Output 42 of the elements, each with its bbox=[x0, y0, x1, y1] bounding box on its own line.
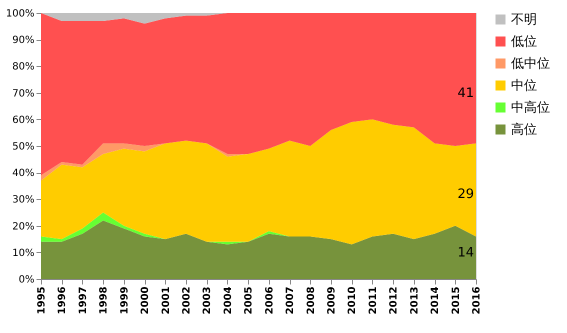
legend-label: 中高位 bbox=[511, 100, 550, 116]
x-tick-label: 2000 bbox=[140, 286, 152, 314]
x-tick-label: 2009 bbox=[326, 286, 338, 314]
x-tick-label: 2004 bbox=[222, 286, 234, 314]
y-tick-label: 70% bbox=[12, 88, 34, 100]
x-tick-label: 1996 bbox=[57, 286, 68, 314]
x-tick-label: 2001 bbox=[160, 286, 172, 314]
x-tick-label: 1998 bbox=[98, 286, 110, 314]
x-tick-label: 2013 bbox=[409, 286, 420, 314]
x-tick-label: 2008 bbox=[306, 286, 317, 314]
y-tick-label: 10% bbox=[12, 248, 34, 259]
y-tick-label: 40% bbox=[12, 168, 34, 180]
annotation: 29 bbox=[457, 186, 474, 202]
x-tick-label: 2005 bbox=[244, 286, 255, 314]
legend-label: 低中位 bbox=[511, 56, 550, 72]
x-tick-label: 2012 bbox=[388, 286, 400, 314]
y-tick-label: 50% bbox=[12, 142, 34, 152]
y-tick-label: 60% bbox=[12, 114, 34, 126]
annotation: 14 bbox=[457, 245, 474, 260]
x-tick-label: 1999 bbox=[119, 286, 130, 314]
y-tick-label: 0% bbox=[18, 274, 34, 286]
x-tick-label: 2002 bbox=[182, 286, 192, 314]
x-tick-label: 2016 bbox=[472, 286, 482, 314]
legend-label: 高位 bbox=[511, 122, 537, 138]
x-tick-label: 1995 bbox=[36, 286, 48, 314]
legend-label: 中位 bbox=[511, 78, 537, 94]
legend-label: 低位 bbox=[511, 34, 537, 50]
y-tick-label: 100% bbox=[6, 8, 34, 20]
x-tick-label: 2003 bbox=[202, 286, 214, 314]
x-tick-label: 2010 bbox=[347, 286, 358, 314]
legend-label: 不明 bbox=[511, 12, 537, 28]
x-tick-label: 2011 bbox=[368, 286, 379, 314]
x-tick-label: 2015 bbox=[450, 286, 462, 314]
y-tick-label: 20% bbox=[12, 221, 34, 232]
x-tick-label: 2006 bbox=[264, 286, 276, 314]
y-tick-label: 90% bbox=[12, 35, 34, 46]
y-tick-label: 80% bbox=[12, 62, 34, 73]
x-tick-label: 2014 bbox=[430, 286, 442, 314]
annotation: 41 bbox=[457, 86, 474, 101]
x-tick-label: 1997 bbox=[78, 286, 89, 314]
y-tick-label: 30% bbox=[12, 194, 34, 206]
x-tick-label: 2007 bbox=[285, 286, 296, 314]
